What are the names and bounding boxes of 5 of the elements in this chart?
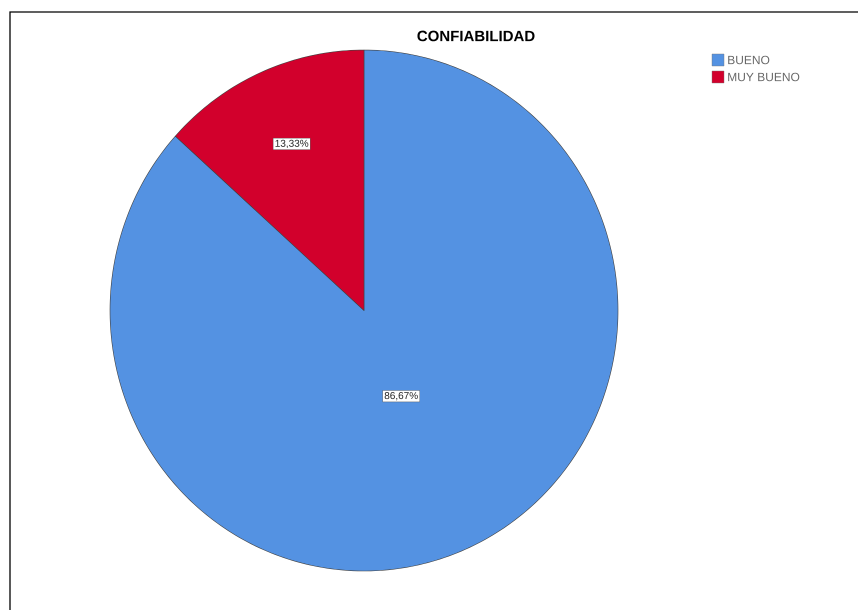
data-label: 86,67% (384, 392, 418, 400)
chart-title: CONFIABILIDAD (417, 30, 535, 42)
data-label: 13,33% (276, 140, 308, 148)
legend-label: MUY BUENO (728, 72, 800, 82)
legend-label: BUENO (728, 56, 770, 64)
